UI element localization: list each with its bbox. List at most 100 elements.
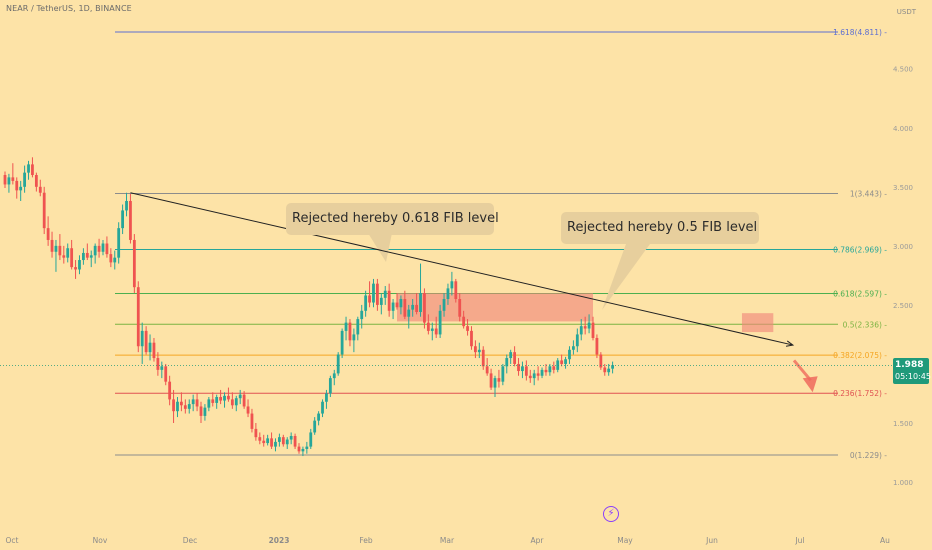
candle-body bbox=[172, 399, 175, 412]
candle-body bbox=[379, 297, 383, 305]
candle-body bbox=[372, 283, 375, 303]
candle-body bbox=[262, 440, 266, 444]
candle-body bbox=[274, 441, 277, 447]
candle-body bbox=[223, 395, 226, 401]
candle-body bbox=[352, 334, 356, 341]
candle-body bbox=[246, 406, 250, 414]
candle-body bbox=[140, 330, 144, 347]
candle-body bbox=[411, 304, 415, 310]
candle-body bbox=[148, 342, 152, 353]
candle-body bbox=[493, 378, 497, 388]
x-tick-label: Dec bbox=[183, 536, 198, 545]
annotation-05-rejection[interactable]: Rejected hereby 0.5 FIB level bbox=[561, 212, 759, 244]
candle-body bbox=[195, 399, 199, 407]
candle-body bbox=[183, 405, 187, 409]
candle-body bbox=[595, 337, 599, 355]
fib-label-0.382: 0.382(2.075) - bbox=[833, 351, 887, 360]
candle-body bbox=[164, 366, 168, 382]
fib-label-0: 0(1.229) - bbox=[850, 451, 887, 460]
fib-label-0.618: 0.618(2.597) - bbox=[833, 289, 887, 298]
candle-body bbox=[215, 397, 219, 403]
candle-body bbox=[42, 192, 46, 229]
candle-body bbox=[442, 299, 446, 311]
candle-body bbox=[524, 366, 528, 376]
candle-body bbox=[564, 359, 567, 364]
candle-body bbox=[58, 245, 62, 256]
candle-body bbox=[54, 245, 58, 252]
candle-body bbox=[450, 281, 454, 289]
candle-body bbox=[97, 245, 101, 252]
candle-body bbox=[289, 435, 293, 440]
candle-body bbox=[470, 330, 473, 347]
candle-body bbox=[15, 180, 19, 191]
candle-body bbox=[11, 177, 15, 181]
x-tick-label: Jun bbox=[705, 536, 718, 545]
candle-body bbox=[168, 381, 172, 400]
candle-body bbox=[552, 366, 556, 370]
x-tick-label: Jul bbox=[794, 536, 804, 545]
candle-body bbox=[368, 295, 371, 303]
candle-body bbox=[19, 186, 23, 191]
candle-body bbox=[211, 399, 215, 403]
candle-body bbox=[62, 255, 66, 258]
candle-body bbox=[395, 302, 399, 308]
candle-body bbox=[70, 248, 74, 268]
candle-body bbox=[591, 322, 595, 338]
candle-body bbox=[297, 446, 301, 452]
candle-body bbox=[250, 413, 254, 429]
candle-body bbox=[199, 406, 203, 416]
candle-body bbox=[438, 310, 442, 335]
candle-body bbox=[446, 288, 450, 300]
currency-label: USDT bbox=[896, 8, 916, 16]
candle-body bbox=[156, 358, 160, 370]
candle-body bbox=[360, 310, 364, 320]
candle-body bbox=[125, 200, 128, 211]
candle-body bbox=[278, 437, 281, 442]
candle-body bbox=[481, 349, 485, 367]
candle-body bbox=[89, 255, 93, 258]
candle-body bbox=[27, 164, 30, 173]
candle-body bbox=[611, 365, 614, 369]
candle-body bbox=[50, 239, 54, 252]
y-tick-label: 3.500 bbox=[893, 184, 913, 192]
candle-body bbox=[74, 267, 77, 270]
candle-body bbox=[391, 302, 395, 311]
candle-body bbox=[387, 290, 391, 311]
y-tick-label: 1.500 bbox=[893, 420, 913, 428]
candle-body bbox=[572, 346, 575, 350]
candle-body bbox=[105, 243, 109, 255]
candle-body bbox=[207, 399, 211, 408]
candle-body bbox=[466, 326, 469, 331]
x-tick-label: May bbox=[617, 536, 633, 545]
candle-body bbox=[458, 299, 462, 317]
candle-body bbox=[399, 299, 403, 308]
candle-body bbox=[509, 352, 513, 359]
annotation-0618-rejection[interactable]: Rejected hereby 0.618 FIB level bbox=[286, 203, 499, 235]
fib-label-1.618: 1.618(4.811) - bbox=[833, 28, 887, 37]
projection-arrow-head bbox=[802, 376, 818, 393]
candle-body bbox=[454, 281, 458, 300]
y-tick-label: 4.000 bbox=[893, 125, 913, 133]
candle-body bbox=[548, 366, 552, 373]
x-axis: Oct Nov Dec 2023 Feb Mar Apr May Jun Jul Au bbox=[6, 536, 891, 545]
candle-body bbox=[152, 342, 156, 359]
candle-body bbox=[505, 358, 509, 367]
candle-body bbox=[489, 373, 493, 388]
candle-body bbox=[230, 399, 234, 406]
projection-arrow-shaft bbox=[792, 359, 812, 382]
candle-body bbox=[415, 304, 418, 312]
candle-body bbox=[430, 328, 434, 331]
lightning-icon[interactable]: ⚡ bbox=[603, 506, 619, 522]
candle-body bbox=[176, 401, 179, 412]
projection-arrow-group bbox=[0, 359, 892, 393]
trendline-group bbox=[130, 192, 795, 347]
candle-body bbox=[113, 257, 117, 263]
candle-body bbox=[31, 164, 34, 176]
candle-body bbox=[191, 399, 195, 405]
candle-body bbox=[93, 245, 97, 256]
y-tick-label: 4.500 bbox=[893, 66, 913, 74]
candle-body bbox=[544, 369, 548, 373]
candle-body bbox=[579, 326, 583, 335]
